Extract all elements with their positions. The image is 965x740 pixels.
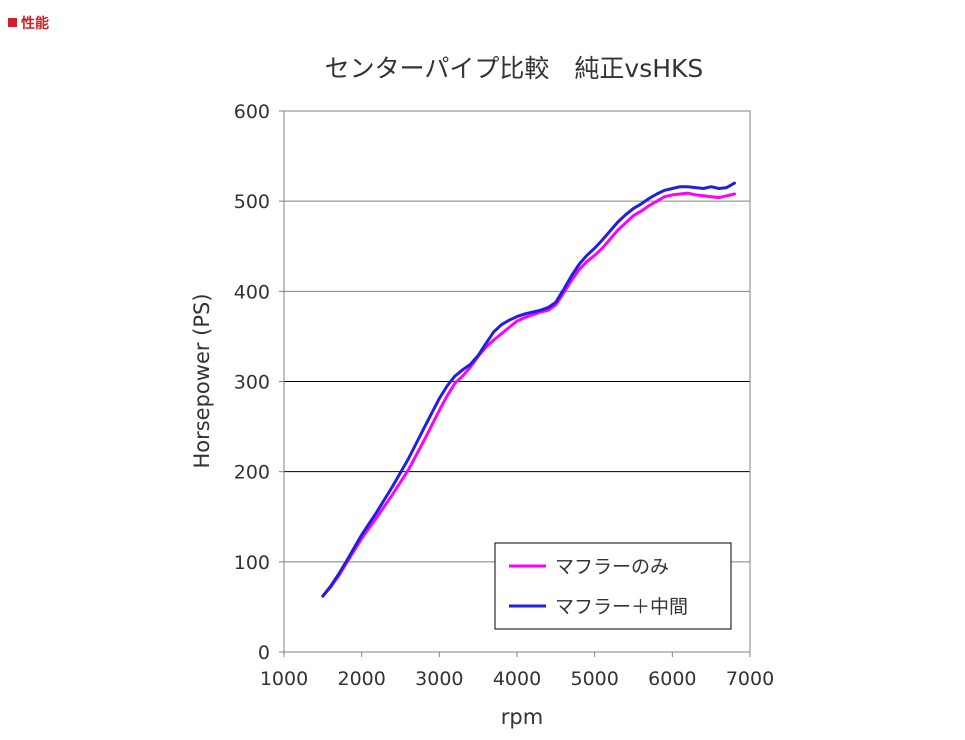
y-tick-label: 400 bbox=[234, 281, 270, 303]
x-tick-label: 7000 bbox=[726, 668, 774, 690]
y-tick-label: 300 bbox=[234, 372, 270, 394]
square-bullet-icon bbox=[8, 18, 17, 27]
y-axis-ticks: 0 100 200 300 400 500 600 bbox=[234, 101, 284, 664]
y-tick-label: 0 bbox=[258, 642, 270, 664]
x-tick-label: 5000 bbox=[570, 668, 618, 690]
x-axis-ticks: 1000 2000 3000 4000 5000 6000 7000 bbox=[260, 652, 774, 690]
grid-lines bbox=[284, 200, 750, 563]
x-tick-label: 3000 bbox=[415, 668, 463, 690]
y-tick-label: 100 bbox=[234, 552, 270, 574]
series-line-muffler-only bbox=[321, 191, 736, 598]
series-lines bbox=[321, 181, 736, 598]
series-line-muffler-plus-center bbox=[321, 181, 736, 598]
legend-box bbox=[494, 542, 732, 630]
legend-label: マフラー＋中間 bbox=[555, 596, 688, 618]
chart-title: センターパイプ比較 純正vsHKS bbox=[325, 54, 704, 83]
x-tick-label: 1000 bbox=[260, 668, 308, 690]
y-tick-label: 600 bbox=[234, 101, 270, 123]
x-axis-label: rpm bbox=[501, 705, 543, 729]
x-tick-label: 6000 bbox=[648, 668, 696, 690]
section-label-text: 性能 bbox=[21, 16, 49, 32]
x-tick-label: 4000 bbox=[493, 668, 541, 690]
y-axis-label: Horsepower (PS) bbox=[190, 293, 214, 468]
y-tick-label: 200 bbox=[234, 462, 270, 484]
y-tick-label: 500 bbox=[234, 191, 270, 213]
legend-label: マフラーのみ bbox=[555, 556, 669, 578]
section-label: 性能 bbox=[8, 13, 49, 33]
x-tick-label: 2000 bbox=[337, 668, 385, 690]
